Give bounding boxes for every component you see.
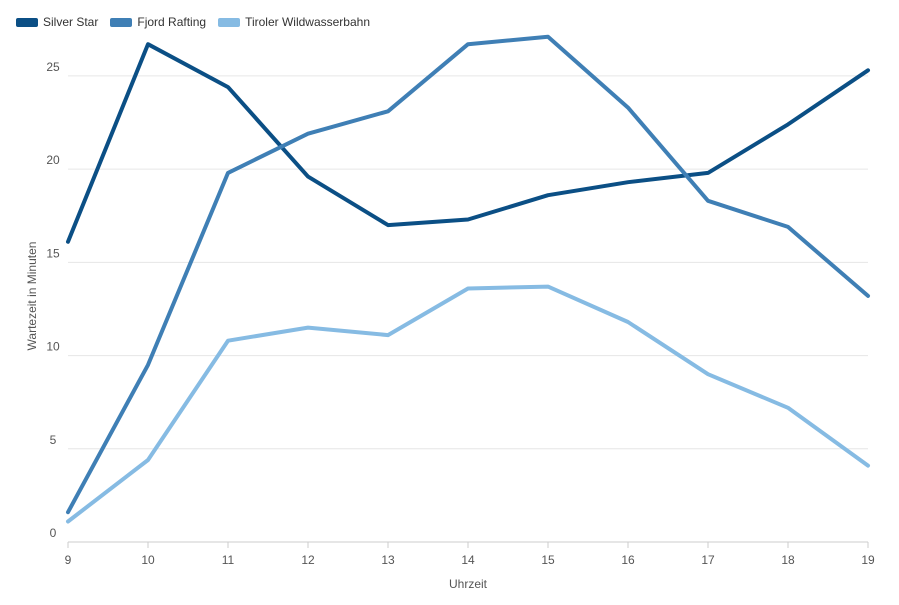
x-tick-label: 19 [861, 553, 875, 567]
x-tick-label: 17 [701, 553, 715, 567]
legend-item-tiroler-wildwasserbahn[interactable]: Tiroler Wildwasserbahn [218, 15, 370, 29]
x-tick-label: 14 [461, 553, 475, 567]
y-axis: 0 5 10 15 20 25 [46, 60, 60, 540]
legend-swatch-fjord-rafting [110, 17, 133, 27]
y-tick-label: 10 [46, 340, 60, 354]
legend-swatch-silver-star [16, 17, 38, 27]
x-tick-label: 16 [621, 553, 635, 567]
y-tick-label: 15 [46, 246, 60, 260]
legend-item-fjord-rafting[interactable]: Fjord Rafting [110, 15, 206, 29]
gridlines [68, 75, 868, 450]
y-tick-label: 25 [46, 60, 60, 74]
series-lines [66, 34, 870, 524]
x-tick-label: 18 [781, 553, 795, 567]
x-tick-label: 11 [222, 553, 235, 567]
y-axis-title: Wartezeit in Minuten [25, 242, 39, 351]
legend-label-fjord-rafting: Fjord Rafting [137, 15, 207, 29]
series-line-tiroler-wildwasserbahn[interactable] [66, 284, 870, 524]
series-line-fjord-rafting[interactable] [66, 34, 870, 515]
y-tick-label: 0 [50, 526, 57, 540]
x-axis: 9 10 11 12 13 14 15 16 17 18 19 [65, 541, 875, 567]
x-tick-label: 13 [381, 553, 395, 567]
legend-swatch-tiroler-wildwasserbahn [218, 17, 241, 27]
x-tick-label: 12 [301, 553, 315, 567]
legend: Silver Star Fjord Rafting Tiroler Wildwa… [16, 15, 382, 29]
legend-label-tiroler-wildwasserbahn: Tiroler Wildwasserbahn [245, 15, 370, 29]
x-tick-label: 15 [541, 553, 555, 567]
y-tick-label: 5 [50, 433, 57, 447]
y-tick-label: 20 [46, 153, 60, 167]
x-axis-title: Uhrzeit [449, 577, 488, 591]
series-line-silver-star[interactable] [66, 42, 870, 244]
legend-item-silver-star[interactable]: Silver Star [16, 15, 98, 29]
x-tick-label: 9 [65, 553, 72, 567]
x-tick-label: 10 [141, 553, 155, 567]
legend-label-silver-star: Silver Star [43, 15, 99, 29]
